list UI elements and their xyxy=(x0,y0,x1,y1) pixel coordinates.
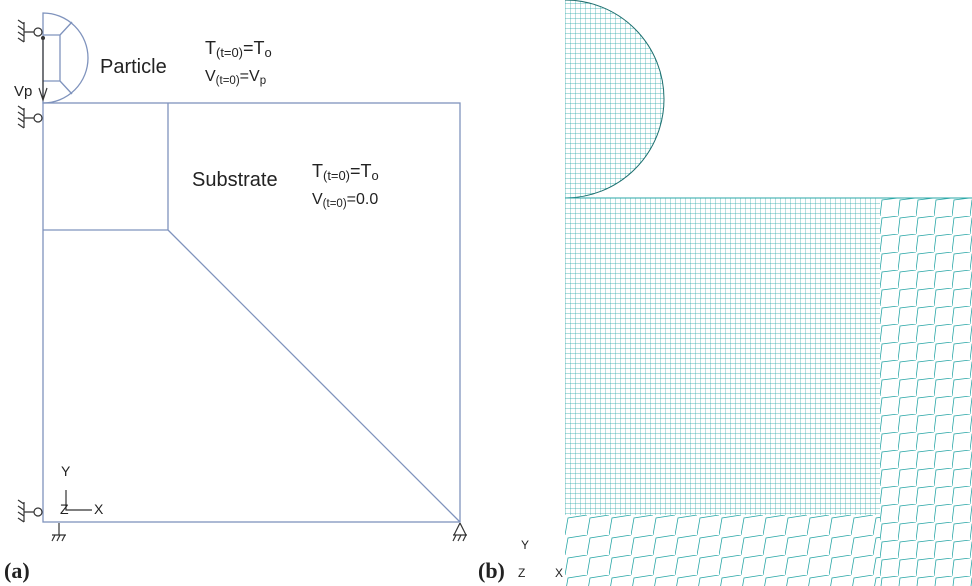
particle-outline xyxy=(43,13,88,103)
axis-z: Z xyxy=(60,501,69,517)
particle-partition xyxy=(43,22,72,94)
particle-temperature: T(t=0)=To xyxy=(205,38,272,60)
substrate-partition xyxy=(43,103,460,522)
subscript: (t=0) xyxy=(216,75,240,87)
axis-x: X xyxy=(94,501,104,517)
axis-y: Y xyxy=(61,463,71,479)
coarse-bottom-mesh xyxy=(565,515,880,586)
fine-substrate-mesh xyxy=(565,198,880,515)
subscript: p xyxy=(260,75,266,87)
panel-label: (a) xyxy=(4,558,30,583)
substrate-temperature: T(t=0)=To xyxy=(312,161,379,183)
text-part: =T xyxy=(243,38,265,58)
text-part: V xyxy=(205,68,216,85)
text-part: =V xyxy=(240,68,260,85)
subscript: o xyxy=(265,45,272,60)
subscript: o xyxy=(372,168,379,183)
substrate-velocity: V(t=0)=0.0 xyxy=(312,191,378,210)
particle-label: Particle xyxy=(100,56,167,78)
text-part: T xyxy=(205,38,216,58)
labels: Particle T(t=0)=To V(t=0)=Vp Vp Substrat… xyxy=(4,38,563,583)
subscript: (t=0) xyxy=(323,168,350,183)
coarse-side-mesh xyxy=(880,198,972,586)
axis-triad xyxy=(525,553,554,573)
boundary-symbols xyxy=(18,20,467,541)
particle-velocity: V(t=0)=Vp xyxy=(205,68,266,87)
text-part: =T xyxy=(350,161,372,181)
subscript: (t=0) xyxy=(216,45,243,60)
axis-y: Y xyxy=(521,538,529,552)
velocity-arrow xyxy=(39,40,47,100)
panel-label: (b) xyxy=(478,558,505,583)
figure: Particle T(t=0)=To V(t=0)=Vp Vp Substrat… xyxy=(0,0,972,586)
text-part: V xyxy=(312,191,323,208)
velocity-arrow-label: Vp xyxy=(14,83,32,100)
velocity-origin xyxy=(41,36,45,40)
text-part: T xyxy=(312,161,323,181)
axis-z: Z xyxy=(518,566,525,580)
substrate-label: Substrate xyxy=(192,169,278,191)
axis-x: X xyxy=(555,566,563,580)
panel-a-geometry xyxy=(18,13,467,541)
panel-b-mesh xyxy=(525,0,972,586)
text-part: =0.0 xyxy=(347,191,379,208)
particle-mesh xyxy=(565,0,665,198)
subscript: (t=0) xyxy=(323,198,347,210)
